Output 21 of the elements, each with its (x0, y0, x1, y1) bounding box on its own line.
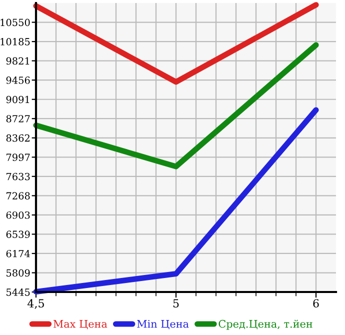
legend-label: Сред.Цена, т.йен (218, 320, 312, 330)
x-tick-label: 5 (173, 299, 179, 308)
y-tick-label: 8727 (6, 115, 30, 122)
y-tick-label: 7633 (6, 172, 30, 180)
y-tick-label: 5445 (6, 288, 30, 296)
y-tick-label: 6174 (6, 250, 30, 258)
y-tick-label: 8362 (6, 134, 30, 142)
x-tick-label: 6 (313, 299, 319, 308)
x-tick-label: 4,5 (28, 299, 44, 309)
y-tick-label: 9091 (6, 96, 30, 104)
legend-label: Min Цена (137, 320, 189, 330)
y-tick-label: 6539 (6, 230, 30, 238)
y-tick-label: 9821 (6, 57, 30, 65)
y-tick-label: 7268 (6, 192, 30, 200)
y-tick-label: 10185 (0, 38, 30, 46)
legend-label: Max Цена (53, 320, 108, 330)
y-tick-label: 9456 (6, 76, 30, 84)
y-tick-label: 7997 (6, 154, 30, 161)
y-tick-label: 6903 (6, 211, 30, 219)
y-tick-label: 5809 (6, 269, 30, 277)
y-tick-label: 10550 (0, 18, 30, 26)
